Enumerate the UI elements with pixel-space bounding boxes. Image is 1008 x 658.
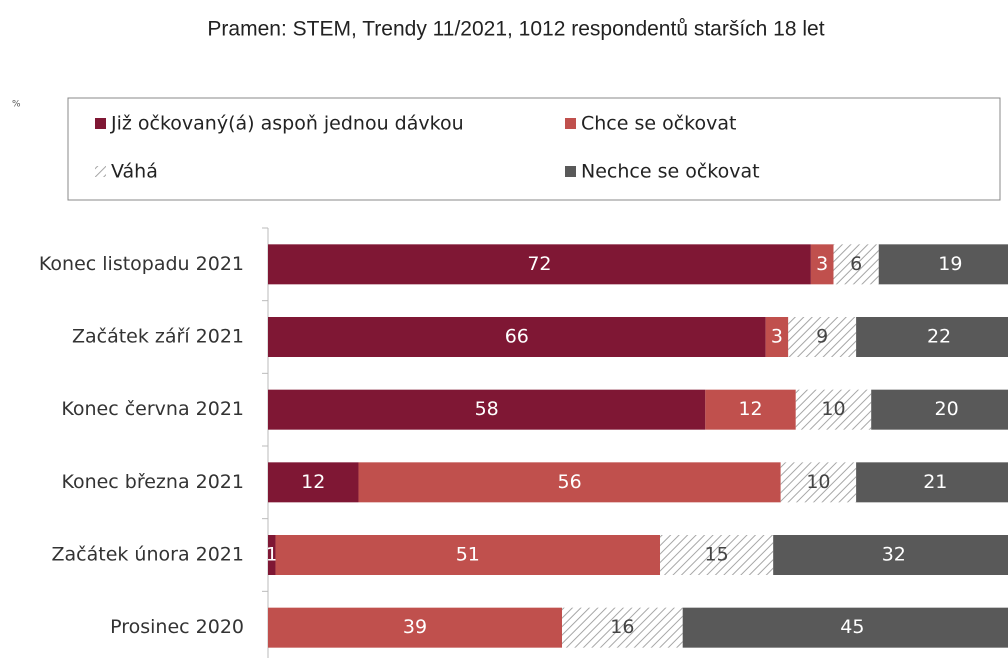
bar-segment (275, 535, 661, 575)
data-label: 58 (475, 398, 499, 420)
legend-label: Chce se očkovat (581, 113, 736, 135)
y-tick-label: Prosinec 2020 (110, 616, 244, 638)
bar-segment (780, 462, 857, 503)
data-label: 10 (806, 471, 830, 493)
y-tick-label: Konec listopadu 2021 (39, 253, 244, 275)
unit-label: % (12, 100, 21, 110)
data-label: 21 (923, 471, 947, 493)
bar-segment (705, 389, 796, 430)
data-label: 20 (935, 398, 959, 420)
bar-segment (562, 607, 683, 648)
data-label: 45 (840, 616, 864, 638)
bar-segment (682, 607, 1008, 648)
bar-segment (810, 244, 834, 285)
legend-swatch (95, 166, 106, 177)
bar-segment (856, 462, 1008, 503)
bar-segment (268, 389, 706, 430)
legend-label: Již očkovaný(á) aspoň jednou dávkou (110, 113, 464, 135)
legend-label: Váhá (111, 161, 158, 183)
legend-swatch (95, 118, 106, 129)
bar-segment (268, 244, 811, 285)
data-label: 32 (882, 544, 906, 566)
data-label: 72 (527, 253, 551, 275)
data-label: 39 (403, 616, 427, 638)
bar-segment (833, 244, 879, 285)
y-tick-label: Začátek února 2021 (52, 544, 245, 566)
data-label: 15 (705, 544, 729, 566)
bar-segment (358, 462, 781, 503)
data-label: 12 (301, 471, 325, 493)
data-label: 66 (505, 326, 529, 348)
bar-segment (268, 462, 359, 503)
data-label: 1 (266, 544, 278, 566)
data-label: 19 (938, 253, 962, 275)
bar-segment (765, 317, 789, 357)
bar-segment (788, 317, 857, 357)
data-label: 16 (610, 616, 634, 638)
plot-area: 7236196639225812102012561021151153203916… (266, 244, 1008, 648)
y-tick-label: Konec června 2021 (61, 398, 244, 420)
bar-segment (660, 535, 774, 575)
data-label: 51 (456, 544, 480, 566)
data-label: 6 (850, 253, 862, 275)
bar-segment (268, 607, 563, 648)
bar-segment (795, 389, 872, 430)
legend-label: Nechce se očkovat (581, 161, 760, 183)
data-label: 12 (738, 398, 762, 420)
y-tick-label: Konec března 2021 (61, 471, 244, 493)
data-label: 56 (558, 471, 582, 493)
legend-swatch (565, 118, 576, 129)
data-label: 3 (816, 253, 828, 275)
y-tick-label: Začátek září 2021 (72, 326, 244, 348)
data-label: 10 (821, 398, 845, 420)
bar-segment (268, 317, 766, 357)
data-label: 22 (927, 326, 951, 348)
bar-segment (856, 317, 1008, 357)
bar-segment (878, 244, 1008, 285)
data-label: 9 (816, 326, 828, 348)
chart-title: Pramen: STEM, Trendy 11/2021, 1012 respo… (207, 18, 824, 41)
bar-segment (773, 535, 1008, 575)
legend-swatch (565, 166, 576, 177)
legend-box (67, 97, 1001, 201)
bar-segment (268, 535, 276, 575)
data-label: 3 (771, 326, 783, 348)
bar-segment (871, 389, 1008, 430)
